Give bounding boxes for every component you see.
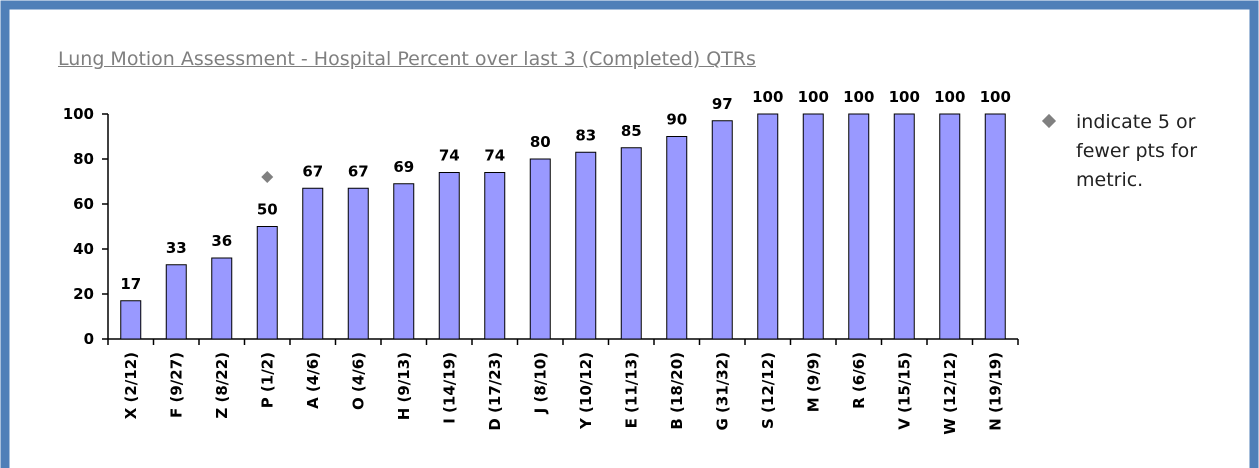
bar <box>711 120 733 340</box>
bar <box>438 172 460 340</box>
x-tick-label: H (9/13) <box>395 352 413 420</box>
value-label: 74 <box>484 147 505 165</box>
value-label: 90 <box>666 111 687 129</box>
value-label: 100 <box>889 88 920 106</box>
value-label: 100 <box>752 88 783 106</box>
legend-symbol <box>1041 113 1057 129</box>
bar <box>347 187 369 340</box>
value-label: 67 <box>348 162 369 180</box>
x-tick-label: O (4/6) <box>349 352 367 410</box>
value-label: 17 <box>120 275 141 293</box>
y-tick-label: 60 <box>73 195 94 213</box>
x-tick-label: D (17/23) <box>486 352 504 431</box>
bar <box>620 147 642 340</box>
bar <box>256 226 278 340</box>
value-label: 100 <box>934 88 965 106</box>
x-tick-label: E (11/13) <box>622 352 640 428</box>
x-tick-label: B (18/20) <box>668 352 686 430</box>
bar <box>802 113 824 340</box>
bar <box>302 187 324 340</box>
y-tick-label: 40 <box>73 240 94 258</box>
bar <box>211 257 233 340</box>
value-label: 50 <box>257 201 278 219</box>
y-tick-label: 0 <box>84 330 94 348</box>
x-tick-label: A (4/6) <box>304 352 322 409</box>
legend: indicate 5 or fewer pts for metric. <box>1040 108 1220 195</box>
bar <box>666 136 688 340</box>
x-tick-label: N (19/19) <box>986 352 1004 431</box>
bar <box>757 113 779 340</box>
y-tick-label: 80 <box>73 150 94 168</box>
bar <box>984 113 1006 340</box>
value-label: 100 <box>980 88 1011 106</box>
x-tick-label: J (8/10) <box>531 352 549 414</box>
value-label: 67 <box>302 162 323 180</box>
y-tick-label: 100 <box>63 105 94 123</box>
x-tick-label: V (15/15) <box>895 352 913 430</box>
x-tick-label: G (31/32) <box>713 352 731 430</box>
x-tick-label: Z (8/22) <box>213 352 231 419</box>
value-label: 33 <box>166 239 187 257</box>
chart-title: Lung Motion Assessment - Hospital Percen… <box>58 48 756 70</box>
bar <box>893 113 915 340</box>
x-tick-label: S (12/12) <box>759 352 777 429</box>
value-label: 100 <box>798 88 829 106</box>
x-tick-label: Y (10/12) <box>577 352 595 430</box>
legend-label: indicate 5 or fewer pts for metric. <box>1076 111 1198 191</box>
bar <box>939 113 961 340</box>
value-label: 100 <box>843 88 874 106</box>
bar <box>484 172 506 340</box>
x-tick-label: P (1/2) <box>258 352 276 408</box>
bar <box>848 113 870 340</box>
marker <box>261 171 274 183</box>
value-label: 83 <box>575 126 596 144</box>
x-tick-label: W (12/12) <box>941 352 959 435</box>
x-tick-label: F (9/27) <box>167 352 185 418</box>
x-tick-label: M (9/9) <box>804 352 822 412</box>
bar <box>393 183 415 340</box>
value-label: 97 <box>712 95 733 113</box>
bar <box>165 264 187 340</box>
bar <box>120 300 142 340</box>
x-tick-label: X (2/12) <box>122 352 140 419</box>
x-tick-label: I (14/19) <box>440 352 458 424</box>
bar <box>529 158 551 340</box>
value-label: 80 <box>530 133 551 151</box>
value-label: 85 <box>621 122 642 140</box>
value-label: 69 <box>393 158 414 176</box>
bar <box>575 151 597 340</box>
y-tick-label: 20 <box>73 285 94 303</box>
x-tick-label: R (6/6) <box>850 352 868 409</box>
value-label: 74 <box>439 147 460 165</box>
value-label: 36 <box>211 232 232 250</box>
